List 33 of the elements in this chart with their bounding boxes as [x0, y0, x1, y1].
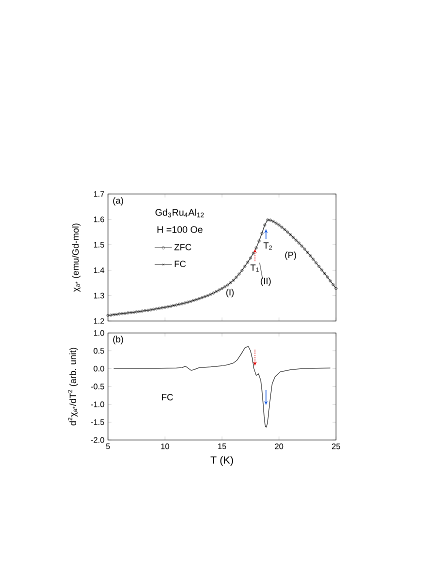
x-axis-title: T (K) — [210, 456, 233, 466]
y-axis-title: d$^{2}$χ$_{a*}$/dT$^{2}$ (arb. unit) — [68, 348, 78, 426]
x-tick-label: 20 — [274, 444, 284, 450]
annotation: T$_{1}$ — [250, 264, 259, 272]
legend-label: ZFC — [174, 244, 192, 250]
annotation: (P) — [285, 252, 296, 260]
y-tick-label: -1.5 — [91, 419, 104, 425]
annotation: H =100 Oe — [158, 226, 202, 233]
annotation: (b) — [113, 336, 124, 344]
y-tick-label: 1.6 — [94, 216, 104, 222]
annotation: (II) — [260, 278, 271, 286]
annotation: T$_{2}$ — [264, 242, 272, 250]
annotation: (I) — [226, 288, 234, 298]
y-tick-label: 1.4 — [94, 267, 104, 273]
annotation: (a) — [113, 197, 124, 206]
y-tick-label: 0.0 — [94, 366, 104, 372]
y-tick-label: 1.3 — [94, 292, 104, 298]
y-tick-label: 0.5 — [94, 348, 104, 354]
y-tick-label: -2.0 — [91, 437, 104, 443]
x-tick-label: 5 — [106, 444, 110, 450]
y-tick-label: -0.5 — [91, 384, 104, 390]
y-tick-label: 1.7 — [94, 191, 104, 197]
y-axis-title: χ$_{a*}$ (emu/Gd-mol) — [72, 224, 80, 292]
x-tick-label: 10 — [161, 444, 170, 450]
y-tick-label: 1.5 — [94, 242, 104, 248]
x-tick-label: 15 — [218, 444, 226, 450]
text: FC — [162, 394, 173, 400]
y-tick-label: 1.2 — [94, 318, 104, 324]
y-tick-label: 1.0 — [94, 330, 104, 336]
annotation: Gd$_{3}$Ru$_{4}$Al$_{12}$ — [156, 208, 204, 218]
y-tick-label: -1.0 — [91, 402, 104, 408]
legend-label: FC — [174, 260, 186, 268]
x-tick-label: 25 — [332, 444, 340, 450]
